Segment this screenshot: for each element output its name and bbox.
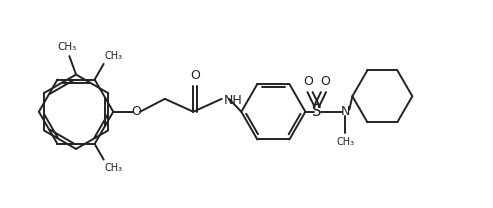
Text: O: O (303, 75, 313, 88)
Text: CH₃: CH₃ (336, 136, 354, 147)
Text: CH₃: CH₃ (57, 42, 76, 52)
Text: O: O (132, 105, 141, 118)
Text: O: O (320, 75, 330, 88)
Text: CH₃: CH₃ (105, 51, 123, 61)
Text: CH₃: CH₃ (105, 163, 123, 173)
Text: O: O (190, 69, 200, 82)
Text: N: N (341, 105, 350, 118)
Text: NH: NH (224, 94, 243, 107)
Text: S: S (312, 104, 321, 119)
